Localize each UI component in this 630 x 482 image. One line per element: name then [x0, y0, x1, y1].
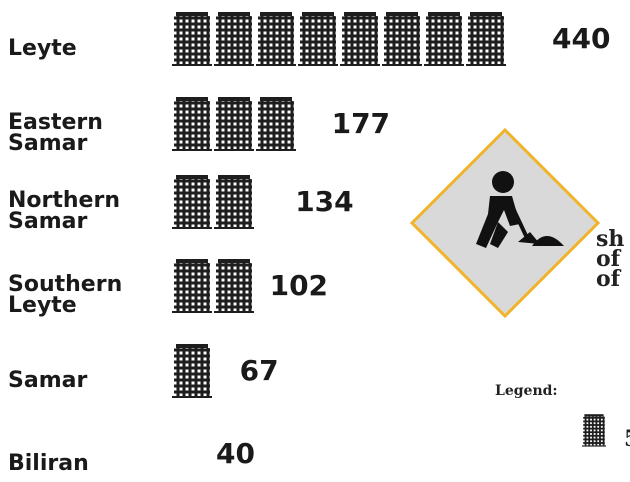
value-label: 177: [332, 107, 390, 140]
building-icon: [214, 259, 254, 313]
category-label: Biliran: [8, 453, 158, 474]
building-icon: [214, 175, 254, 229]
building-icon: [424, 12, 464, 66]
building-icon: [214, 12, 254, 66]
category-label: Northern Samar: [8, 190, 158, 232]
chart: 4401771341026740shofofLegend:50: [0, 0, 630, 482]
warning-diamond: [412, 130, 598, 316]
icon-row: [172, 175, 296, 229]
icon-row: [172, 12, 548, 66]
value-label: 440: [552, 22, 610, 55]
building-icon: [172, 259, 212, 313]
building-icon: [466, 12, 506, 66]
category-label: Leyte: [8, 38, 158, 59]
side-note: of: [596, 266, 622, 292]
building-icon: [172, 344, 212, 398]
building-icon-partial: [256, 175, 296, 229]
value-label: 134: [295, 185, 353, 218]
building-icon-partial: [508, 12, 548, 66]
icon-row: [172, 97, 338, 151]
building-icon: [172, 97, 212, 151]
page: 4401771341026740shofofLegend:50 LeyteEas…: [0, 0, 630, 482]
building-icon-partial: [172, 427, 212, 481]
legend-unit: 50: [624, 426, 630, 452]
building-icon: [582, 414, 606, 446]
building-icon: [214, 97, 254, 151]
building-icon: [256, 97, 296, 151]
category-label: Samar: [8, 370, 158, 391]
building-icon: [382, 12, 422, 66]
building-icon: [172, 175, 212, 229]
building-icon: [256, 12, 296, 66]
icon-row: [172, 427, 212, 481]
value-label: 40: [216, 437, 255, 470]
value-label: 67: [240, 354, 279, 387]
building-icon: [340, 12, 380, 66]
building-icon: [298, 12, 338, 66]
value-label: 102: [270, 269, 328, 302]
building-icon: [172, 12, 212, 66]
category-label: Southern Leyte: [8, 274, 158, 316]
legend-key: [582, 414, 606, 446]
category-label: Eastern Samar: [8, 112, 158, 154]
legend-title: Legend:: [495, 383, 558, 399]
